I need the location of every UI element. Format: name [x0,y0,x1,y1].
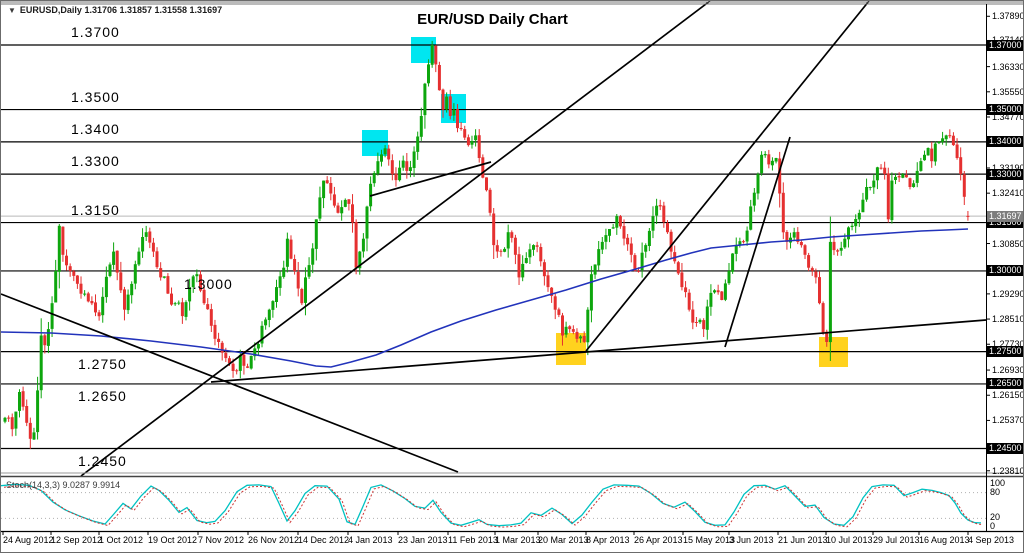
x-axis-date-label: 24 Aug 2012 [3,535,54,545]
stochastic-indicator-label: Stoch(14,3,3) 9.0287 9.9914 [6,480,121,490]
x-axis-date-label: 1 Oct 2012 [99,535,144,545]
price-axis-tick-label: 1.26930 [992,365,1024,376]
price-level-badge: 1.27500 [987,346,1023,357]
x-axis-date-label: 8 Apr 2013 [586,535,630,545]
price-axis-tick-label: 1.32410 [992,188,1024,199]
price-level-label: 1.2750 [78,355,127,372]
trendline-steep-april[interactable] [585,1,870,352]
x-axis-date-label: 1 Mar 2013 [495,535,541,545]
x-axis-date-label: 15 May 2013 [683,535,736,545]
x-axis-date-label: 4 Jan 2013 [348,535,393,545]
moving-average-line[interactable] [1,228,969,368]
x-axis-date-label: 16 Aug 2013 [919,535,970,545]
trendline-short-jan-trendline[interactable] [369,161,492,197]
chart-title: EUR/USD Daily Chart [417,11,568,28]
price-level-badge: 1.34000 [987,136,1023,147]
price-level-badge: 1.30000 [987,265,1023,276]
price-level-badge: 1.31500 [987,217,1023,228]
price-axis-tick-label: 1.27730 [992,339,1024,350]
price-axis-tick-label: 1.35550 [992,86,1024,97]
price-axis-tick-label: 1.25370 [992,415,1024,426]
x-axis-date-label: 7 Nov 2012 [198,535,245,545]
trendline-ascending-major[interactable] [80,1,711,477]
price-axis-tick-label: 1.37890 [992,11,1024,22]
x-axis-date-label: 11 Feb 2013 [448,535,498,545]
stochastic-d-line [3,485,984,528]
x-axis-date-label: 26 Nov 2012 [248,535,300,545]
price-axis-tick-label: 1.33190 [992,162,1024,173]
symbol-ohlc-row: ▼ EURUSD,Daily 1.31706 1.31857 1.31558 1.… [8,5,222,15]
stochastic-scale-label: 20 [990,512,1001,523]
stochastic-scale-label: 100 [990,478,1006,488]
symbol-timeframe-label: EURUSD,Daily [19,5,82,15]
x-axis-date-label: 26 Apr 2013 [634,535,683,545]
price-level-label: 1.3500 [71,88,120,105]
price-level-label: 1.2450 [78,452,127,469]
x-axis-date-label: 21 Jun 2013 [778,535,828,545]
price-level-label: 1.3150 [71,201,120,218]
stochastic-k-line [1,483,982,527]
x-axis-date-label: 29 Jul 2013 [873,535,920,545]
price-axis-tick-label: 1.23810 [992,465,1024,476]
trendline-descending-left[interactable] [1,293,459,473]
price-level-label: 1.3400 [71,120,120,137]
price-axis-tick-label: 1.26150 [992,390,1024,401]
candlestick-series [3,40,970,449]
price-level-badge: 1.26500 [987,378,1023,389]
x-axis-date-label: 14 Dec 2012 [298,535,350,545]
symbol-dropdown-icon[interactable]: ▼ [8,6,16,15]
price-level-label: 1.2650 [78,387,127,404]
x-axis-date-label: 12 Sep 2012 [51,535,103,545]
trendline-steep-june[interactable] [724,136,791,348]
price-level-label: 1.3300 [71,153,120,170]
price-level-badge: 1.37000 [987,40,1023,51]
x-axis-date-label: 19 Oct 2012 [148,535,198,545]
x-axis-date-label: 4 Sep 2013 [968,535,1015,545]
price-axis-tick-label: 1.30850 [992,238,1024,249]
x-axis-date-label: 10 Jul 2013 [826,535,873,545]
stochastic-scale-label: 80 [990,486,1001,497]
trendline-long-support[interactable] [210,319,987,383]
x-axis-date-label: 3 Jun 2013 [729,535,774,545]
price-axis-tick-label: 1.28510 [992,314,1024,325]
x-axis-date-label: 20 Mar 2013 [538,535,589,545]
ohlc-readout: 1.31706 1.31857 1.31558 1.31697 [84,5,223,15]
price-axis-tick-label: 1.34770 [992,111,1024,122]
price-level-label: 1.3700 [71,24,120,40]
price-axis-tick-label: 1.36330 [992,61,1024,72]
price-axis-tick-label: 1.29290 [992,288,1024,299]
current-price-badge: 1.31697 [987,211,1023,222]
x-axis-date-label: 23 Jan 2013 [398,535,448,545]
price-level-badge: 1.35000 [987,104,1023,115]
price-level-badge: 1.33000 [987,169,1023,180]
price-level-badge: 1.24500 [987,443,1023,454]
stochastic-scale-label: 0 [990,521,996,531]
price-level-label: 1.3000 [184,275,233,292]
